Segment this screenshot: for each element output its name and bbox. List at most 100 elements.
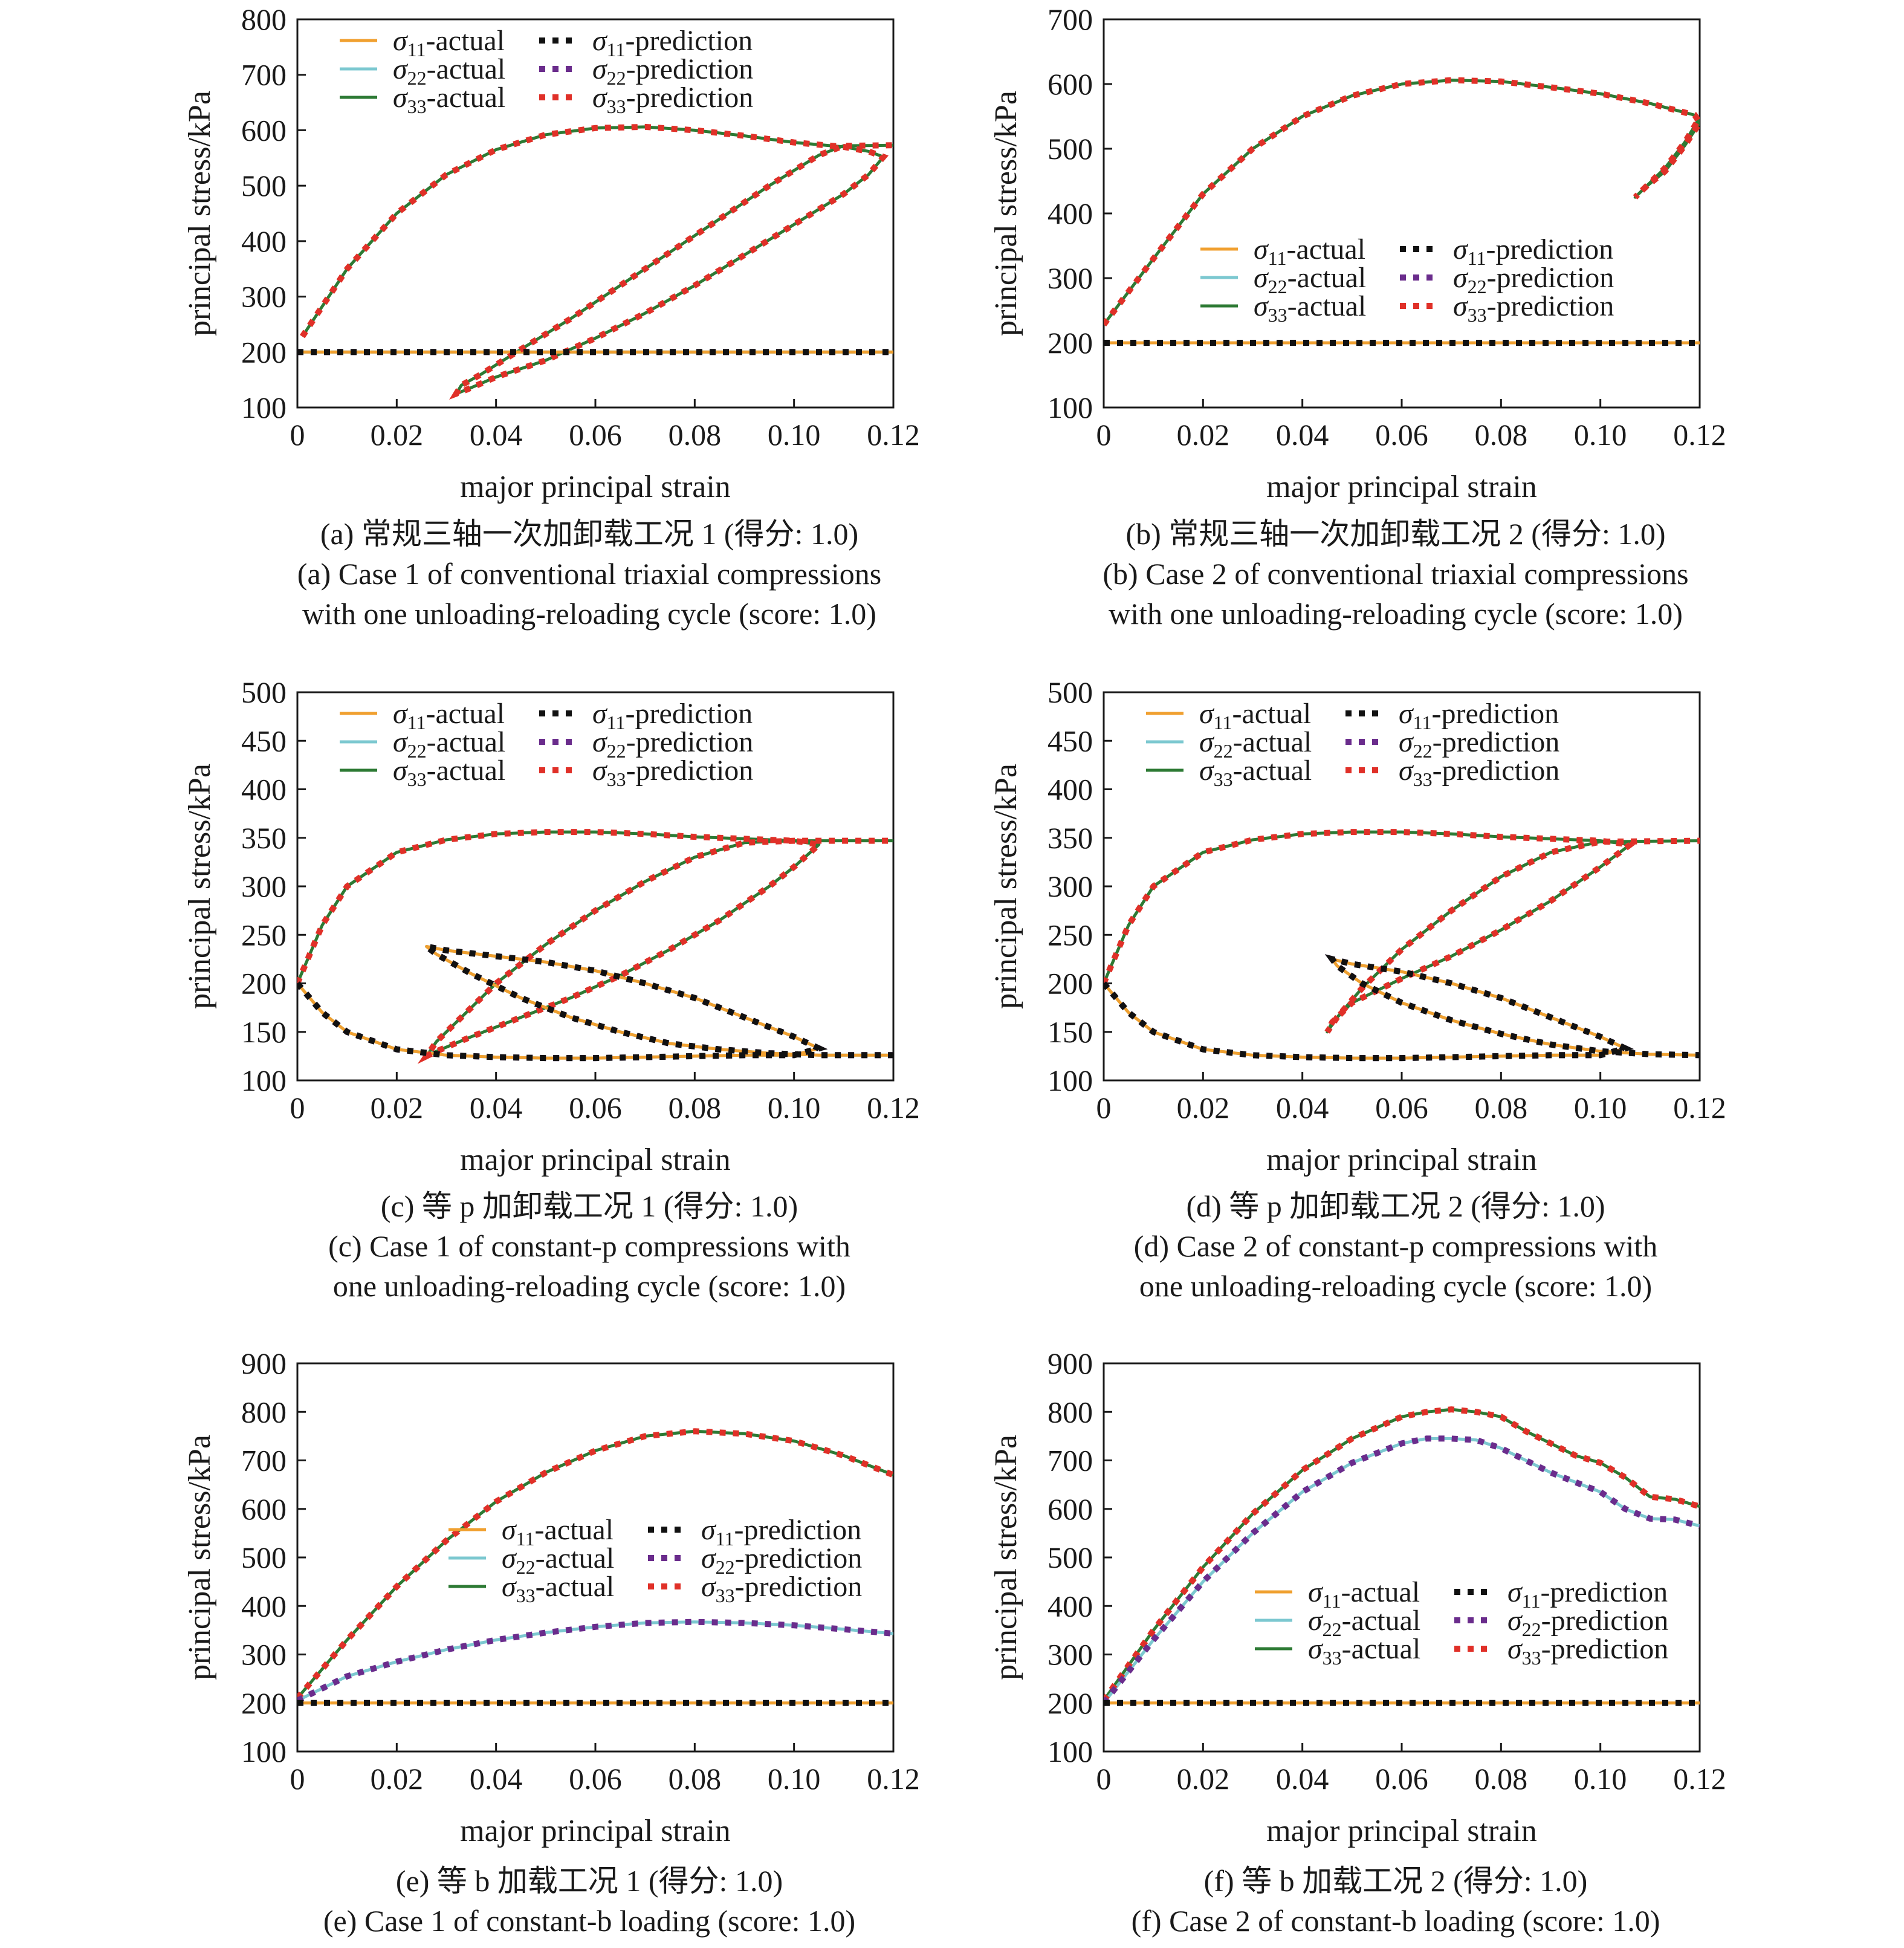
y-axis-label: principal stress/kPa	[989, 764, 1023, 1009]
chart-panel-a: 0 0.02 0.04 0.06 0.08 0.10 0.12 100 200 300 400 500…	[183, 2, 920, 631]
x-axis-label: major principal strain	[1266, 1814, 1537, 1848]
x-tick-label: 0.06	[569, 418, 622, 452]
caption-cn: (e) 等 b 加载工况 1 (得分: 1.0)	[396, 1864, 783, 1898]
series-line-s33-prediction	[1104, 829, 1700, 1034]
series-group	[1104, 77, 1700, 346]
series-group	[1104, 1406, 1700, 1706]
legend-label-s11-prediction: σ11-prediction	[701, 1514, 861, 1550]
y-tick-label: 800	[241, 1395, 287, 1429]
y-tick-label: 500	[1048, 132, 1093, 166]
y-tick-label: 900	[1048, 1346, 1093, 1380]
x-tick-label: 0	[1096, 1762, 1112, 1796]
y-tick-label: 600	[241, 113, 287, 147]
y-tick-label: 450	[1048, 724, 1093, 758]
x-tick-label: 0.04	[1276, 1762, 1329, 1796]
legend-label-s22-prediction: σ22-prediction	[1399, 726, 1559, 762]
chart-panel-b: 0 0.02 0.04 0.06 0.08 0.10 0.12 100 200 300 400 500…	[989, 2, 1726, 631]
series-line-s33-prediction	[300, 123, 893, 400]
x-tick-label: 0.04	[1276, 418, 1329, 452]
y-tick-label: 500	[241, 675, 287, 709]
legend-label-s11-prediction: σ11-prediction	[1507, 1576, 1668, 1612]
legend-label-s33-actual: σ33-actual	[393, 755, 505, 790]
x-tick-label: 0.02	[371, 418, 424, 452]
legend-label-s33-prediction: σ33-prediction	[1507, 1633, 1668, 1669]
y-tick-label: 200	[241, 967, 287, 1001]
legend-label-s22-prediction: σ22-prediction	[592, 53, 753, 89]
series-line-s33-prediction	[1104, 1406, 1700, 1703]
x-tick-label: 0.02	[1177, 418, 1230, 452]
x-tick-label: 0.06	[1375, 418, 1428, 452]
x-axis-label: major principal strain	[1266, 470, 1537, 504]
y-tick-label: 150	[241, 1015, 287, 1049]
legend-label-s11-prediction: σ11-prediction	[592, 698, 753, 733]
y-tick-label: 700	[241, 1444, 287, 1478]
series-group	[297, 1428, 893, 1706]
y-tick-label: 300	[241, 869, 287, 903]
y-tick-label: 800	[1048, 1395, 1093, 1429]
legend-label-s33-actual: σ33-actual	[1199, 755, 1312, 790]
legend-label-s22-actual: σ22-actual	[393, 53, 505, 89]
caption-en: one unloading-reloading cycle (score: 1.…	[333, 1269, 846, 1303]
series-line-s22-prediction	[297, 1618, 893, 1704]
legend: σ11-actual σ11-prediction σ22-actual σ22-pr…	[1255, 1576, 1668, 1669]
legend: σ11-actual σ11-prediction σ22-actual σ22-pr…	[1146, 698, 1559, 790]
x-tick-label: 0.02	[1177, 1091, 1230, 1125]
series-line-s11-prediction	[1104, 954, 1700, 1062]
x-tick-label: 0.06	[1375, 1762, 1428, 1796]
x-tick-label: 0.12	[867, 418, 920, 452]
legend-label-s22-prediction: σ22-prediction	[701, 1542, 862, 1578]
caption-cn: (d) 等 p 加卸载工况 2 (得分: 1.0)	[1187, 1189, 1605, 1223]
legend-label-s33-actual: σ33-actual	[1308, 1633, 1420, 1669]
y-tick-label: 500	[241, 169, 287, 203]
y-tick-label: 100	[1048, 1735, 1093, 1768]
series-line-s33-prediction	[1104, 77, 1700, 327]
y-tick-label: 500	[241, 1541, 287, 1574]
y-tick-label: 100	[241, 1735, 287, 1768]
legend-label-s33-actual: σ33-actual	[393, 82, 505, 117]
series-group	[297, 123, 893, 400]
y-tick-label: 350	[1048, 821, 1093, 855]
plot-frame	[1103, 18, 1701, 409]
x-tick-label: 0.10	[1574, 1762, 1627, 1796]
x-tick-label: 0.10	[768, 1091, 821, 1125]
y-tick-label: 700	[1048, 1444, 1093, 1478]
y-tick-label: 700	[241, 58, 287, 92]
series-group	[1104, 829, 1700, 1062]
series-line-s11-prediction	[297, 943, 893, 1062]
chart-panel-c: 0 0.02 0.04 0.06 0.08 0.10 0.12 100 150 200 250 300…	[183, 675, 920, 1303]
x-tick-label: 0	[290, 1091, 305, 1125]
y-tick-label: 400	[241, 224, 287, 258]
x-tick-label: 0.10	[768, 418, 821, 452]
x-axis-label: major principal strain	[460, 470, 731, 504]
legend-label-s22-actual: σ22-actual	[1199, 726, 1312, 762]
x-tick-label: 0.12	[1673, 1762, 1726, 1796]
x-tick-label: 0.12	[1673, 1091, 1726, 1125]
legend-label-s22-actual: σ22-actual	[502, 1542, 614, 1578]
caption-en: (d) Case 2 of constant-p compressions wi…	[1134, 1229, 1658, 1263]
legend: σ11-actual σ11-prediction σ22-actual σ22-pr…	[340, 25, 753, 117]
y-tick-label: 600	[1048, 67, 1093, 101]
series-line-s33-prediction	[297, 1428, 893, 1700]
x-tick-label: 0.02	[371, 1091, 424, 1125]
x-axis-label: major principal strain	[1266, 1143, 1537, 1177]
y-tick-label: 400	[1048, 1589, 1093, 1623]
x-tick-label: 0	[290, 1762, 305, 1796]
y-tick-label: 300	[1048, 261, 1093, 295]
x-tick-label: 0.06	[569, 1762, 622, 1796]
y-axis-label: principal stress/kPa	[989, 1435, 1023, 1680]
legend-label-s33-prediction: σ33-prediction	[592, 755, 753, 790]
x-tick-label: 0.06	[1375, 1091, 1428, 1125]
y-tick-label: 300	[241, 280, 287, 314]
y-tick-label: 350	[241, 821, 287, 855]
caption-cn: (a) 常规三轴一次加卸载工况 1 (得分: 1.0)	[320, 517, 858, 551]
legend-label-s22-prediction: σ22-prediction	[1453, 262, 1614, 297]
legend-label-s33-actual: σ33-actual	[1254, 290, 1366, 326]
x-tick-label: 0.08	[1475, 1091, 1528, 1125]
y-tick-label: 100	[241, 391, 287, 424]
y-tick-label: 200	[241, 335, 287, 369]
x-tick-label: 0.02	[1177, 1762, 1230, 1796]
legend-label-s22-actual: σ22-actual	[1254, 262, 1366, 297]
y-tick-label: 100	[1048, 391, 1093, 424]
x-tick-label: 0.08	[1475, 1762, 1528, 1796]
legend-label-s33-actual: σ33-actual	[502, 1571, 614, 1606]
